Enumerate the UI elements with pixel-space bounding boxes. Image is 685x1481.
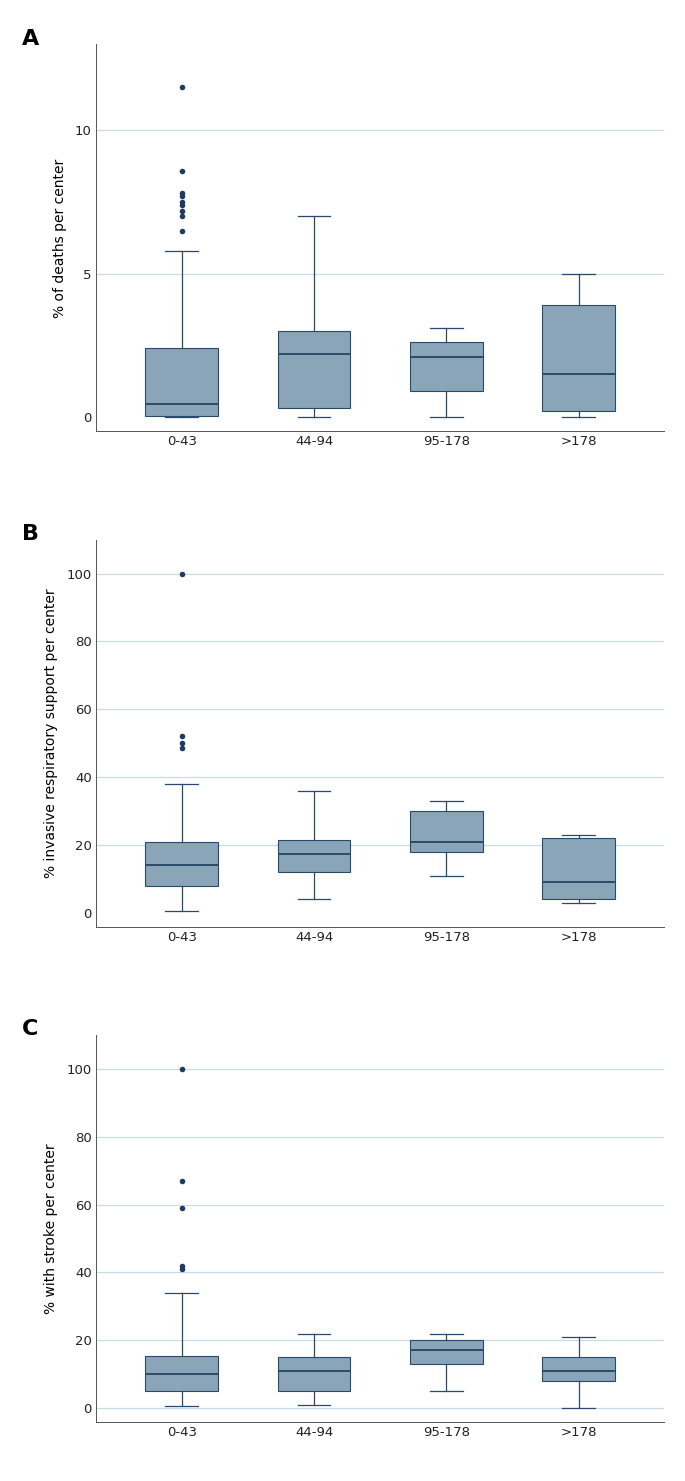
Text: C: C xyxy=(22,1019,38,1040)
Bar xyxy=(277,1357,351,1391)
Bar xyxy=(542,305,615,412)
Bar xyxy=(542,1357,615,1382)
Bar xyxy=(542,305,615,412)
Bar xyxy=(277,840,351,872)
Bar xyxy=(410,1340,483,1364)
Bar xyxy=(410,342,483,391)
Y-axis label: % with stroke per center: % with stroke per center xyxy=(44,1143,58,1314)
Bar xyxy=(542,1357,615,1382)
Bar xyxy=(410,1340,483,1364)
Bar xyxy=(410,342,483,391)
Bar xyxy=(145,348,219,416)
Y-axis label: % invasive respiratory support per center: % invasive respiratory support per cente… xyxy=(44,588,58,878)
Y-axis label: % of deaths per center: % of deaths per center xyxy=(53,158,66,317)
Text: A: A xyxy=(22,30,39,49)
Bar xyxy=(145,841,219,886)
Bar xyxy=(410,812,483,852)
Bar xyxy=(145,348,219,416)
Bar xyxy=(542,838,615,899)
Text: B: B xyxy=(22,524,39,544)
Bar xyxy=(277,1357,351,1391)
Bar xyxy=(145,1355,219,1391)
Bar xyxy=(277,332,351,409)
Bar xyxy=(277,332,351,409)
Bar xyxy=(410,812,483,852)
Bar xyxy=(542,838,615,899)
Bar xyxy=(277,840,351,872)
Bar xyxy=(145,841,219,886)
Bar xyxy=(145,1355,219,1391)
